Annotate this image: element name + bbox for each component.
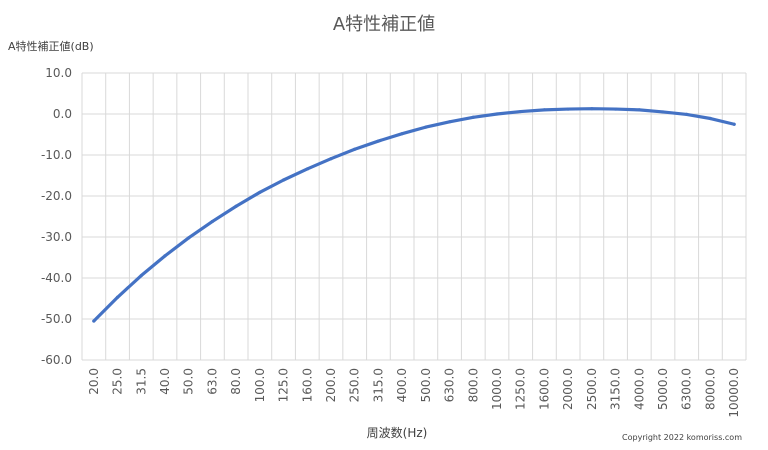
x-tick-label: 4000.0 xyxy=(632,368,646,410)
data-point xyxy=(139,273,143,278)
x-tick-label: 31.5 xyxy=(134,368,148,395)
data-point xyxy=(590,107,594,111)
y-axis-label: A特性補正値(dB) xyxy=(8,39,94,53)
x-tick-label: 25.0 xyxy=(111,368,125,395)
x-tick-label: 40.0 xyxy=(158,368,172,395)
data-point xyxy=(495,112,499,116)
data-point xyxy=(210,219,215,224)
data-point xyxy=(92,319,96,323)
y-tick-label: -60.0 xyxy=(41,353,72,367)
x-tick-label: 250.0 xyxy=(348,368,362,402)
x-tick-label: 50.0 xyxy=(182,368,196,395)
x-tick-label: 2500.0 xyxy=(585,368,599,410)
data-point xyxy=(447,120,452,124)
x-tick-label: 1000.0 xyxy=(490,368,504,410)
x-tick-label: 125.0 xyxy=(277,368,291,402)
data-point xyxy=(566,107,570,111)
data-point xyxy=(519,109,523,114)
data-point xyxy=(329,157,333,161)
data-point xyxy=(613,107,618,111)
series-layer xyxy=(92,107,736,323)
series-line xyxy=(92,107,736,323)
y-tick-label: -10.0 xyxy=(41,148,72,162)
data-point xyxy=(234,204,238,208)
data-point xyxy=(708,116,713,121)
x-tick-label: 1250.0 xyxy=(514,368,528,410)
data-point xyxy=(115,295,120,299)
x-tick-label: 6300.0 xyxy=(680,368,694,410)
x-tick-label: 630.0 xyxy=(443,368,457,402)
x-tick-label: 63.0 xyxy=(205,368,219,395)
data-point xyxy=(281,178,286,182)
x-tick-label: 3150.0 xyxy=(609,368,623,410)
x-tick-label: 200.0 xyxy=(324,368,338,402)
data-point xyxy=(424,125,428,129)
x-tick-label: 10000.0 xyxy=(727,368,741,418)
x-tick-label: 1600.0 xyxy=(537,368,551,410)
y-tick-label: -40.0 xyxy=(41,271,72,285)
chart-title: A特性補正値 xyxy=(333,14,435,35)
x-tick-label: 5000.0 xyxy=(656,368,670,410)
x-axis-label: 周波数(Hz) xyxy=(367,425,428,440)
x-tick-label: 20.0 xyxy=(87,368,101,395)
x-tick-label: 8000.0 xyxy=(703,368,717,410)
data-point xyxy=(471,115,475,119)
copyright-text: Copyright 2022 komoriss.com xyxy=(622,433,742,442)
y-tick-label: 10.0 xyxy=(45,66,72,80)
x-tick-label: 800.0 xyxy=(466,368,480,402)
x-tick-label: 80.0 xyxy=(229,368,243,395)
grid-layer xyxy=(81,72,747,361)
data-point xyxy=(400,132,404,136)
x-tick-label: 500.0 xyxy=(419,368,433,402)
data-point xyxy=(685,112,689,117)
data-point xyxy=(376,139,381,143)
x-tick-label: 2000.0 xyxy=(561,368,575,410)
y-tick-label: -50.0 xyxy=(41,312,72,326)
data-point xyxy=(187,236,191,240)
x-tick-label: 100.0 xyxy=(253,368,267,402)
data-point xyxy=(661,110,665,114)
y-tick-label: 0.0 xyxy=(53,107,72,121)
y-tick-label: -30.0 xyxy=(41,230,72,244)
x-tick-label: 315.0 xyxy=(371,368,385,402)
x-tick-label: 160.0 xyxy=(300,368,314,402)
data-point xyxy=(637,108,641,112)
data-point xyxy=(542,108,547,112)
data-point xyxy=(258,190,262,194)
y-tick-label: -20.0 xyxy=(41,189,72,203)
x-tick-labels: 20.0 25.0 31.5 40.0 50.0 63.0 80.0 100.0 125.0 16… xyxy=(87,368,741,418)
x-tick-label: 400.0 xyxy=(395,368,409,402)
data-point xyxy=(163,254,167,258)
data-point xyxy=(732,122,736,126)
data-point xyxy=(353,147,357,151)
data-point xyxy=(305,167,309,171)
y-tick-labels: 10.0 0.0 -10.0 -20.0 -30.0 -40.0 -50.0 -60.0 xyxy=(41,66,72,367)
